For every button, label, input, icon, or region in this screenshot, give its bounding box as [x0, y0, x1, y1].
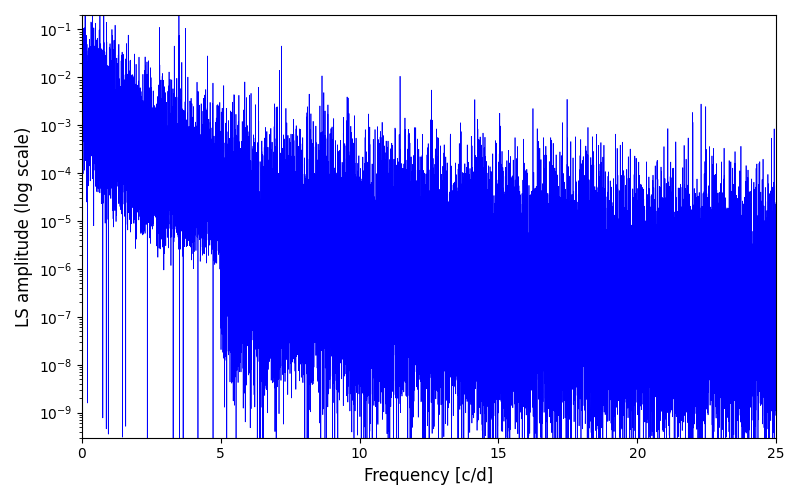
X-axis label: Frequency [c/d]: Frequency [c/d] [364, 467, 494, 485]
Y-axis label: LS amplitude (log scale): LS amplitude (log scale) [15, 126, 33, 326]
